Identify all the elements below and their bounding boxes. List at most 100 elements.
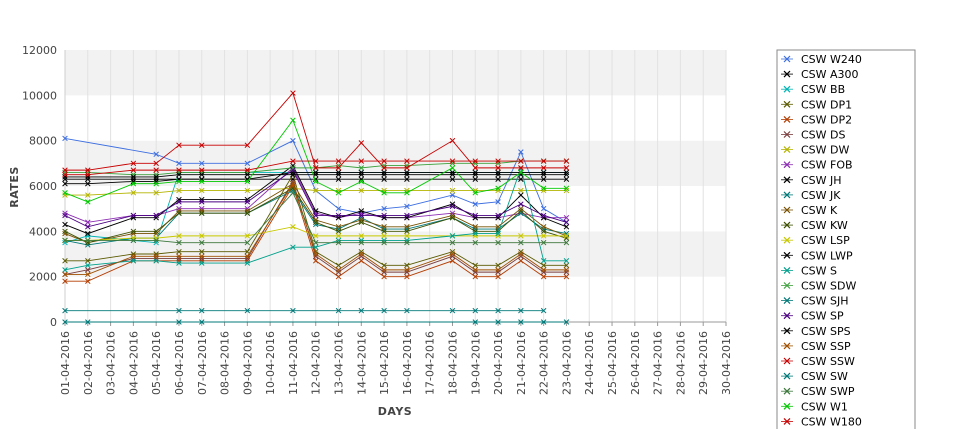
data-point [449, 158, 456, 164]
data-point [358, 214, 365, 221]
data-point [495, 158, 501, 164]
legend-label: CSW W240 [801, 53, 862, 66]
data-point [312, 212, 319, 219]
x-tick-label: 23-04-2016 [560, 331, 573, 395]
data-point [518, 248, 524, 255]
data-point [404, 239, 410, 246]
data-point [358, 233, 365, 239]
data-point [540, 233, 547, 239]
data-point [244, 307, 251, 314]
legend-label: CSW SW [801, 370, 848, 383]
data-point [563, 319, 570, 325]
data-point [176, 233, 182, 239]
data-point [244, 176, 251, 182]
data-point [449, 203, 456, 210]
series-group [62, 171, 570, 269]
legend-item: CSW DP1 [781, 98, 852, 111]
data-point [358, 187, 365, 194]
data-point [404, 262, 410, 269]
data-point [404, 214, 410, 221]
x-tick-label: 05-04-2016 [150, 331, 163, 395]
data-point [449, 201, 456, 207]
legend-item: CSW JK [781, 189, 841, 202]
data-point [62, 307, 68, 314]
data-point [381, 158, 387, 164]
data-point [312, 219, 319, 226]
data-point [199, 176, 205, 182]
data-point [358, 248, 365, 255]
data-point [244, 199, 251, 205]
data-point [472, 269, 479, 275]
data-point [153, 235, 159, 241]
data-point [335, 158, 342, 164]
data-point [290, 190, 296, 196]
data-point [563, 214, 570, 221]
data-point [244, 171, 251, 178]
data-point [176, 199, 182, 205]
legend-item: CSW S [781, 264, 837, 277]
legend-item: CSW BB [781, 83, 845, 96]
legend-item: CSW SSW [781, 355, 855, 368]
data-point [404, 203, 410, 210]
data-point [472, 201, 479, 207]
data-point [62, 258, 68, 264]
data-point [85, 271, 91, 278]
data-point [381, 212, 387, 219]
data-point [85, 180, 91, 187]
data-point [472, 319, 479, 325]
data-point [312, 217, 319, 223]
x-tick-label: 19-04-2016 [469, 331, 482, 395]
data-point [62, 135, 68, 142]
data-point [495, 214, 501, 221]
data-point [540, 187, 547, 194]
data-point [518, 233, 524, 239]
x-tick-label: 30-04-2016 [720, 331, 733, 395]
data-point [199, 142, 205, 148]
data-point [563, 258, 570, 264]
data-point [244, 260, 251, 266]
grid-bands [64, 50, 727, 323]
data-point [563, 176, 570, 182]
data-point [312, 187, 319, 194]
data-point [62, 169, 68, 176]
legend-label: CSW JK [801, 189, 841, 202]
data-point [312, 178, 319, 185]
data-point [472, 239, 479, 246]
data-point [176, 196, 182, 203]
data-point [449, 137, 456, 144]
data-point [358, 165, 365, 171]
legend-item: CSW LWP [781, 249, 853, 262]
data-point [335, 307, 342, 314]
data-point [244, 233, 251, 239]
data-point [404, 212, 410, 219]
data-point [404, 224, 410, 230]
data-point [518, 169, 524, 176]
data-point [244, 169, 251, 176]
data-point [540, 228, 547, 235]
data-point [176, 167, 182, 173]
data-point [85, 176, 91, 182]
data-point [290, 158, 296, 164]
data-point [404, 307, 410, 314]
data-point [62, 171, 68, 178]
data-point [358, 208, 365, 214]
data-point [540, 171, 547, 178]
data-point [199, 196, 205, 203]
data-point [449, 165, 456, 171]
data-point [472, 190, 479, 196]
data-point [540, 239, 547, 246]
data-point [176, 255, 182, 262]
data-point [472, 230, 479, 237]
data-point [449, 239, 456, 246]
data-point [176, 239, 182, 246]
data-point [404, 158, 410, 164]
data-point [518, 165, 524, 171]
data-point [85, 262, 91, 269]
data-point [335, 228, 342, 235]
data-point [358, 178, 365, 185]
x-tick-label: 24-04-2016 [583, 331, 596, 395]
data-point [85, 267, 91, 273]
series-group [62, 117, 570, 205]
data-point [518, 239, 524, 246]
data-point [244, 142, 251, 148]
